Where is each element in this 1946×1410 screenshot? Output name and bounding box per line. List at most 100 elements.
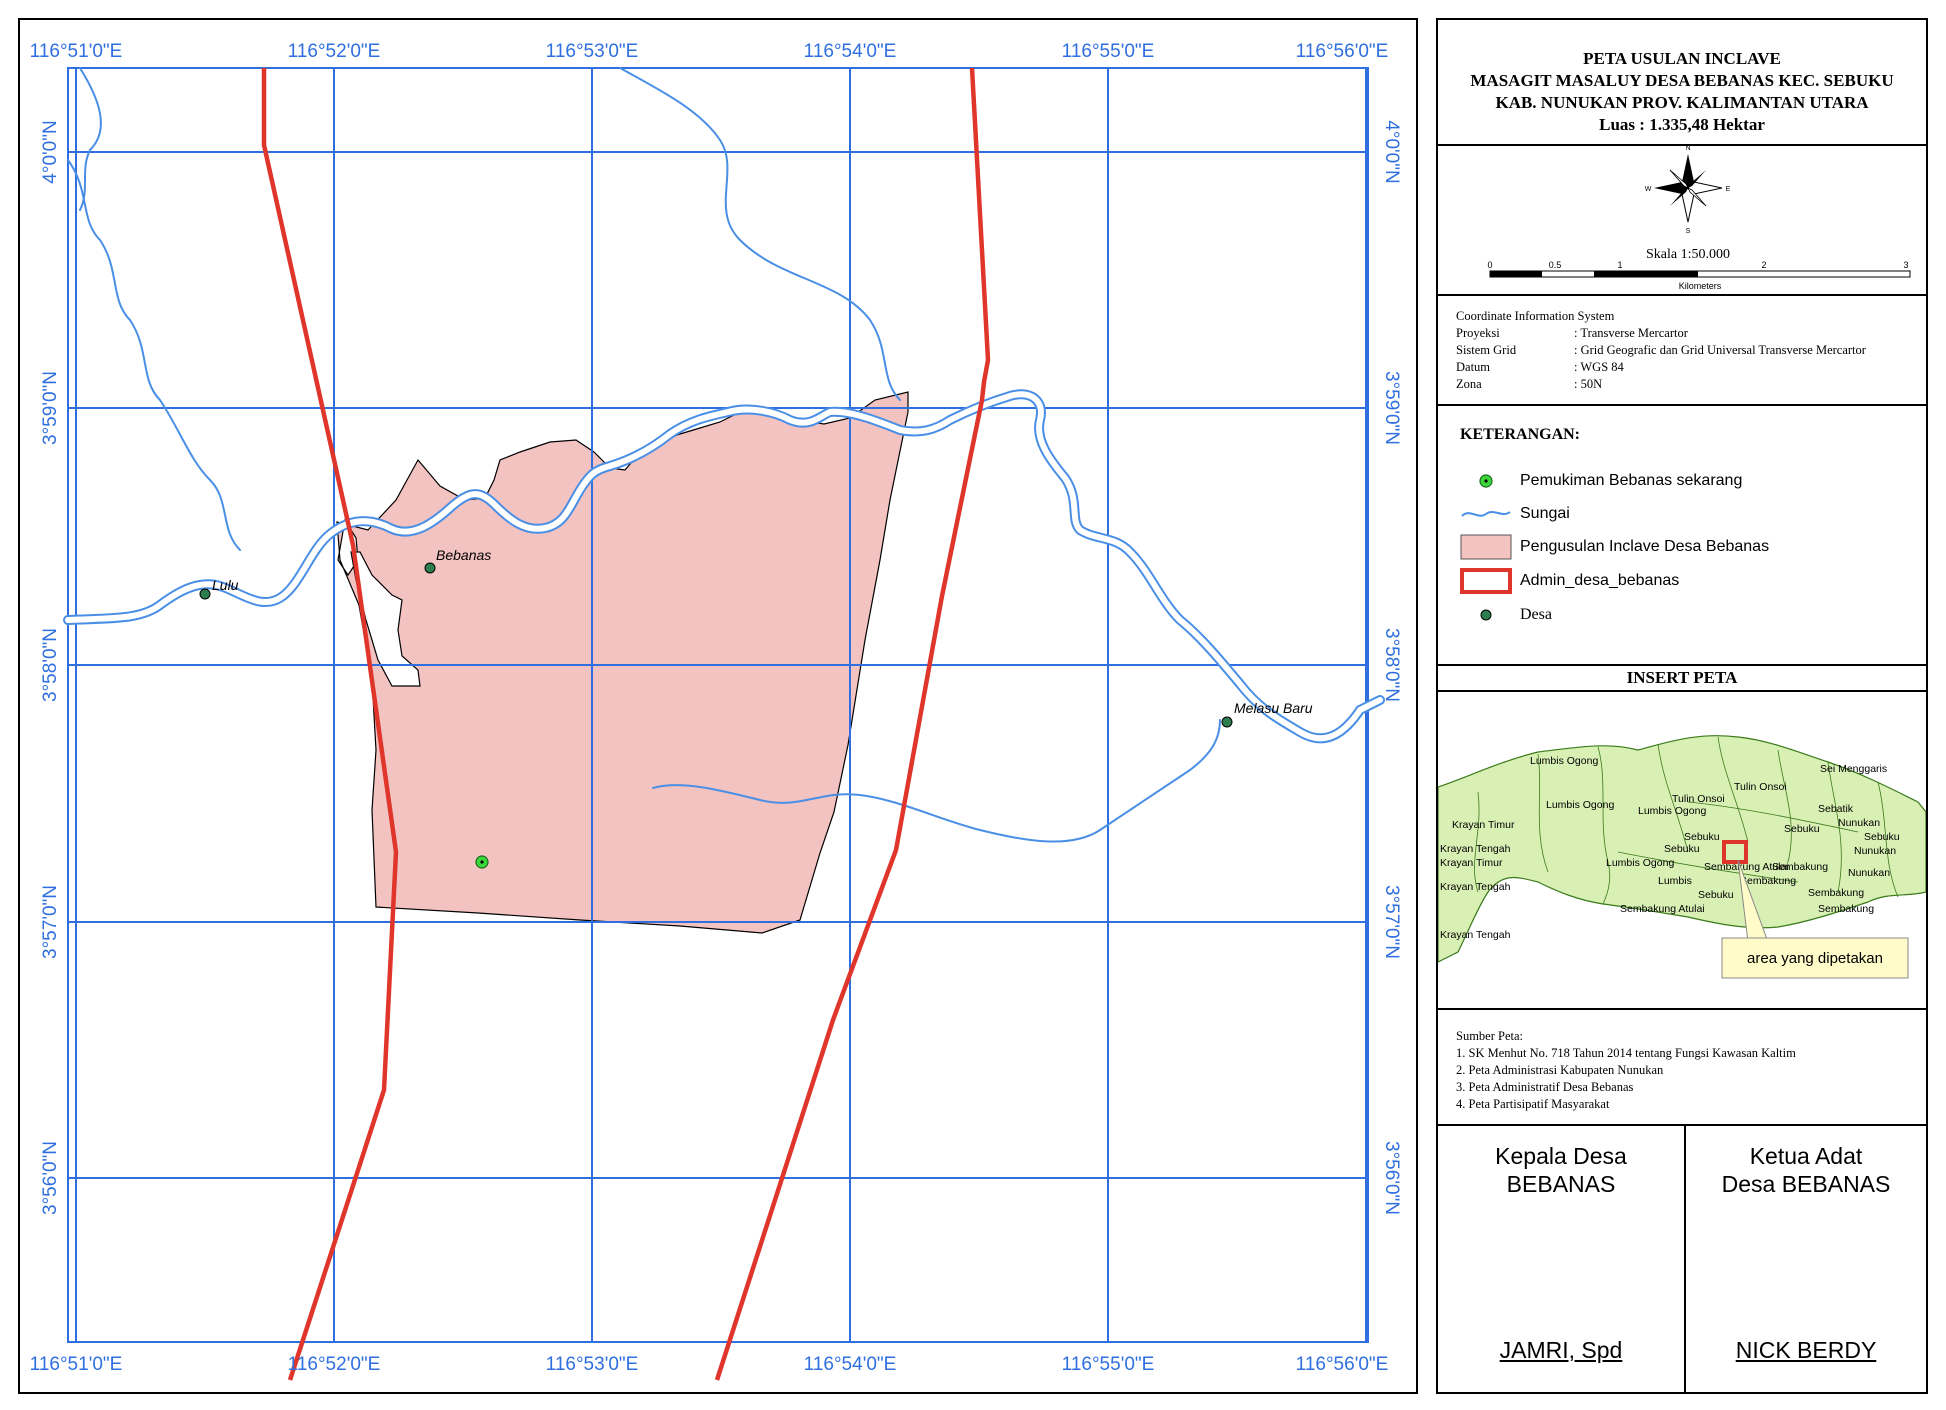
y-tick-left-3: 3°57'0"N [40,885,61,959]
inset-callout-text: area yang dipetakan [1747,950,1883,967]
inset-label: Krayan Timur [1440,857,1503,869]
legend-item-boundary: Admin_desa_bebanas [1460,568,1679,594]
inset-label: Lumbis [1658,875,1692,887]
compass-s: S [1686,228,1691,235]
river-icon [1461,511,1511,517]
source-item: 4. Peta Partisipatif Masyarakat [1456,1097,1610,1111]
y-tick-left-2: 3°58'0"N [40,628,61,702]
map-title-line1: PETA USULAN INCLAVE [1583,49,1781,68]
x-tick-top-3: 116°54'0"E [804,41,897,62]
boundary-swatch-icon [1460,568,1512,594]
sig-title: Kepala Desa BEBANAS [1438,1142,1684,1198]
inset-label: Lumbis Ogong [1530,755,1598,767]
cis-key: Datum [1456,360,1491,374]
compass-n: N [1685,146,1690,152]
scale-tick-3: 2 [1761,260,1766,270]
scale-bar: 0 0.5 1 2 3 Kilometers [1487,260,1911,291]
inset-district-lines [1474,736,1899,905]
inset-callout-box [1721,937,1909,979]
compass-w: W [1645,186,1652,193]
compass-e: E [1726,186,1731,193]
insert-heading: INSERT PETA [1438,666,1926,692]
scale-tick-4: 3 [1903,260,1908,270]
x-tick-bottom-0: 116°51'0"E [30,1354,123,1375]
y-tick-right-1: 3°59'0"N [1381,371,1402,445]
signature-block: Kepala Desa BEBANAS JAMRI, Spd Ketua Ada… [1438,1126,1926,1394]
legend-item-settlement: Pemukiman Bebanas sekarang [1460,468,1742,494]
legend-label: Pengusulan Inclave Desa Bebanas [1520,538,1770,555]
signature-custom-leader: Ketua Adat Desa BEBANAS NICK BERDY [1686,1126,1926,1394]
inclave-area [336,391,909,934]
source-item: 1. SK Menhut No. 718 Tahun 2014 tentang … [1456,1046,1796,1060]
cis-key: Proyeksi [1456,326,1500,340]
sources-heading: Sumber Peta: [1456,1029,1524,1043]
legend-item-village: Desa [1460,602,1552,628]
coordinate-info-block: Coordinate Information System Proyeksi: … [1438,296,1926,406]
y-tick-right-3: 3°57'0"N [1381,885,1402,959]
x-tick-bottom-3: 116°54'0"E [804,1354,897,1375]
cis-value: : Grid Geografic dan Grid Universal Tran… [1574,343,1866,357]
scale-label: Skala 1:50.000 [1646,247,1730,262]
scale-unit: Kilometers [1679,281,1722,291]
x-tick-top-1: 116°52'0"E [288,41,381,62]
x-tick-top-0: 116°51'0"E [30,41,123,62]
map-title-line2: MASAGIT MASALUY DESA BEBANAS KEC. SEBUKU [1470,71,1894,90]
legend-label: Sungai [1520,505,1570,522]
legend-label: Desa [1520,606,1552,623]
area-swatch-icon [1460,534,1512,560]
inset-region [1437,735,1927,963]
map-frame: Lulu Bebanas Melasu Baru 116°51'0"E 116°… [18,18,1418,1394]
y-tick-left-0: 4°0'0"N [40,120,61,183]
scale-tick-0: 0 [1487,260,1492,270]
inset-area-marker [1722,840,1748,864]
sig-title-line: Desa BEBANAS [1721,1171,1891,1197]
inset-label: Sebuku [1698,889,1734,901]
village-dot-bebanas [424,562,436,574]
legend-label: Pemukiman Bebanas sekarang [1520,472,1743,489]
y-tick-left-1: 3°59'0"N [40,371,61,445]
legend-label: Admin_desa_bebanas [1520,572,1680,589]
admin-boundary [261,67,991,1381]
inset-label: Sembakung [1772,861,1828,873]
rivers [63,67,1385,843]
village-label-lulu: Lulu [212,577,239,593]
x-tick-top-4: 116°55'0"E [1062,41,1155,62]
inset-label: Sembakung [1808,887,1864,899]
river-inner [652,719,1221,843]
sig-title-line: BEBANAS [1506,1171,1616,1197]
cis-value: : WGS 84 [1574,360,1624,374]
map-canvas[interactable]: Lulu Bebanas Melasu Baru 116°51'0"E 116°… [20,20,1416,1392]
sig-name: NICK BERDY [1735,1337,1877,1363]
sig-title-line: Kepala Desa [1495,1143,1627,1169]
y-tick-right-0: 4°0'0"N [1381,120,1402,183]
inset-label: Nunukan [1848,867,1890,879]
y-tick-right-2: 3°58'0"N [1381,628,1402,702]
river-nw [79,67,102,211]
map-info-panel: PETA USULAN INCLAVE MASAGIT MASALUY DESA… [1436,18,1928,1394]
map-title-block: PETA USULAN INCLAVE MASAGIT MASALUY DESA… [1438,20,1926,146]
x-tick-top-2: 116°53'0"E [546,41,639,62]
inset-label: Sebuku [1784,823,1820,835]
river-north [619,67,901,401]
sig-title-line: Ketua Adat [1749,1143,1863,1169]
inset-label: Lumbis Ogong [1546,799,1614,811]
y-tick-left-4: 3°56'0"N [40,1141,61,1215]
sig-name: JAMRI, Spd [1499,1337,1623,1363]
map-title-line3: KAB. NUNUKAN PROV. KALIMANTAN UTARA [1495,93,1869,112]
inset-label: Krayan Tengah [1440,843,1511,855]
compass-scale-block: N S E W Skala 1:50.000 0 0.5 1 2 3 Kilom… [1438,145,1926,296]
signature-village-head: Kepala Desa BEBANAS JAMRI, Spd [1438,1126,1686,1394]
village-dot-melasu [1221,716,1233,728]
cis-value: : 50N [1574,377,1603,391]
map-sources-block: Sumber Peta: 1. SK Menhut No. 718 Tahun … [1438,1010,1926,1126]
inset-label: Nunukan [1854,845,1896,857]
x-tick-bottom-2: 116°53'0"E [546,1354,639,1375]
inset-label: Sembakung Atulai [1620,903,1705,915]
inclave-hole [350,551,421,687]
legend-block: KETERANGAN: Pemukiman Bebanas sekarang S… [1438,406,1926,666]
village-dot-lulu [199,588,211,600]
y-tick-right-4: 3°56'0"N [1381,1141,1402,1215]
inset-label: Lumbis Ogong [1638,805,1706,817]
village-label-melasu: Melasu Baru [1234,700,1313,716]
legend-heading: KETERANGAN: [1460,426,1581,443]
